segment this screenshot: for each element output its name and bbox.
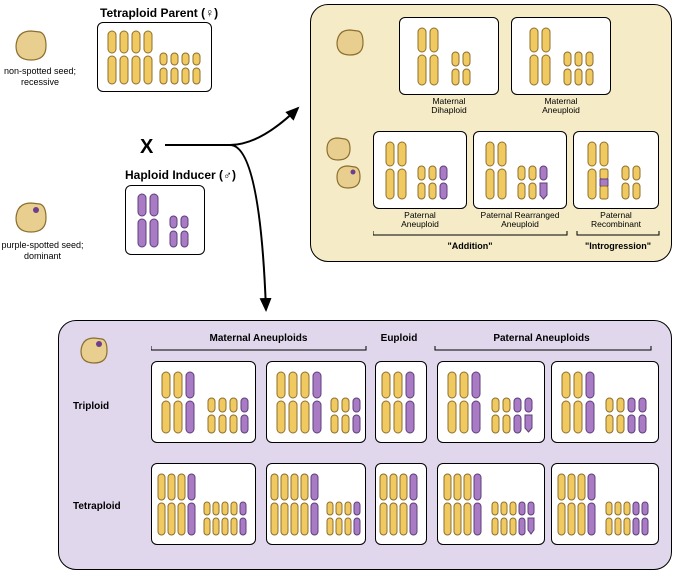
seed-spot-panel2 — [333, 163, 363, 190]
row-triploid: Triploid — [73, 401, 109, 412]
inducer-karyo — [125, 185, 205, 255]
seed-plain-panel2 — [323, 135, 353, 162]
col-eup: Euploid — [369, 333, 429, 344]
tet-eup — [375, 463, 427, 545]
trip-mat1 — [151, 361, 256, 443]
tet-mat1 — [151, 463, 256, 545]
box-mat-aneuploid — [511, 17, 611, 95]
label-pat-aneuploid: Paternal Aneuploid — [373, 211, 467, 230]
trip-mat2 — [266, 361, 366, 443]
bracket-introgression: "Introgression" — [577, 241, 659, 251]
top-panel: Maternal Dihaploid Maternal Aneuploid Pa… — [310, 4, 672, 262]
seed-plain-panel — [333, 27, 367, 57]
tet-mat2 — [266, 463, 366, 545]
trip-eup — [375, 361, 427, 443]
row-tetraploid: Tetraploid — [73, 501, 121, 512]
bottom-panel: Maternal Aneuploids Euploid Paternal Ane… — [58, 320, 672, 570]
tet-pat1 — [437, 463, 545, 545]
label-pat-rearranged: Paternal Rearranged Aneuploid — [469, 211, 571, 230]
trip-pat1 — [437, 361, 545, 443]
trip-pat2 — [551, 361, 659, 443]
tet-pat2 — [551, 463, 659, 545]
box-pat-recomb — [573, 131, 659, 209]
bracket-addition: "Addition" — [373, 241, 567, 251]
seed-spotted-bottom — [77, 335, 111, 365]
box-pat-aneuploid — [373, 131, 467, 209]
seed-plain-1 — [12, 28, 50, 62]
label-mat-aneuploid: Maternal Aneuploid — [511, 97, 611, 116]
box-dihaploid — [399, 17, 499, 95]
seed-spotted-1 — [12, 200, 50, 234]
box-pat-rearranged — [473, 131, 567, 209]
label-dihaploid: Maternal Dihaploid — [399, 97, 499, 116]
tetraploid-karyo — [97, 22, 212, 92]
inducer-title: Haploid Inducer (♂) — [125, 168, 236, 182]
cross-symbol: X — [140, 136, 153, 159]
seed-plain-1-label: non-spotted seed; recessive — [0, 66, 80, 88]
col-mat: Maternal Aneuploids — [151, 333, 366, 344]
tetraploid-title: Tetraploid Parent (♀) — [100, 6, 218, 20]
seed-spotted-1-label: purple-spotted seed; dominant — [0, 240, 85, 262]
label-pat-recomb: Paternal Recombinant — [573, 211, 659, 230]
col-pat: Paternal Aneuploids — [434, 333, 649, 344]
